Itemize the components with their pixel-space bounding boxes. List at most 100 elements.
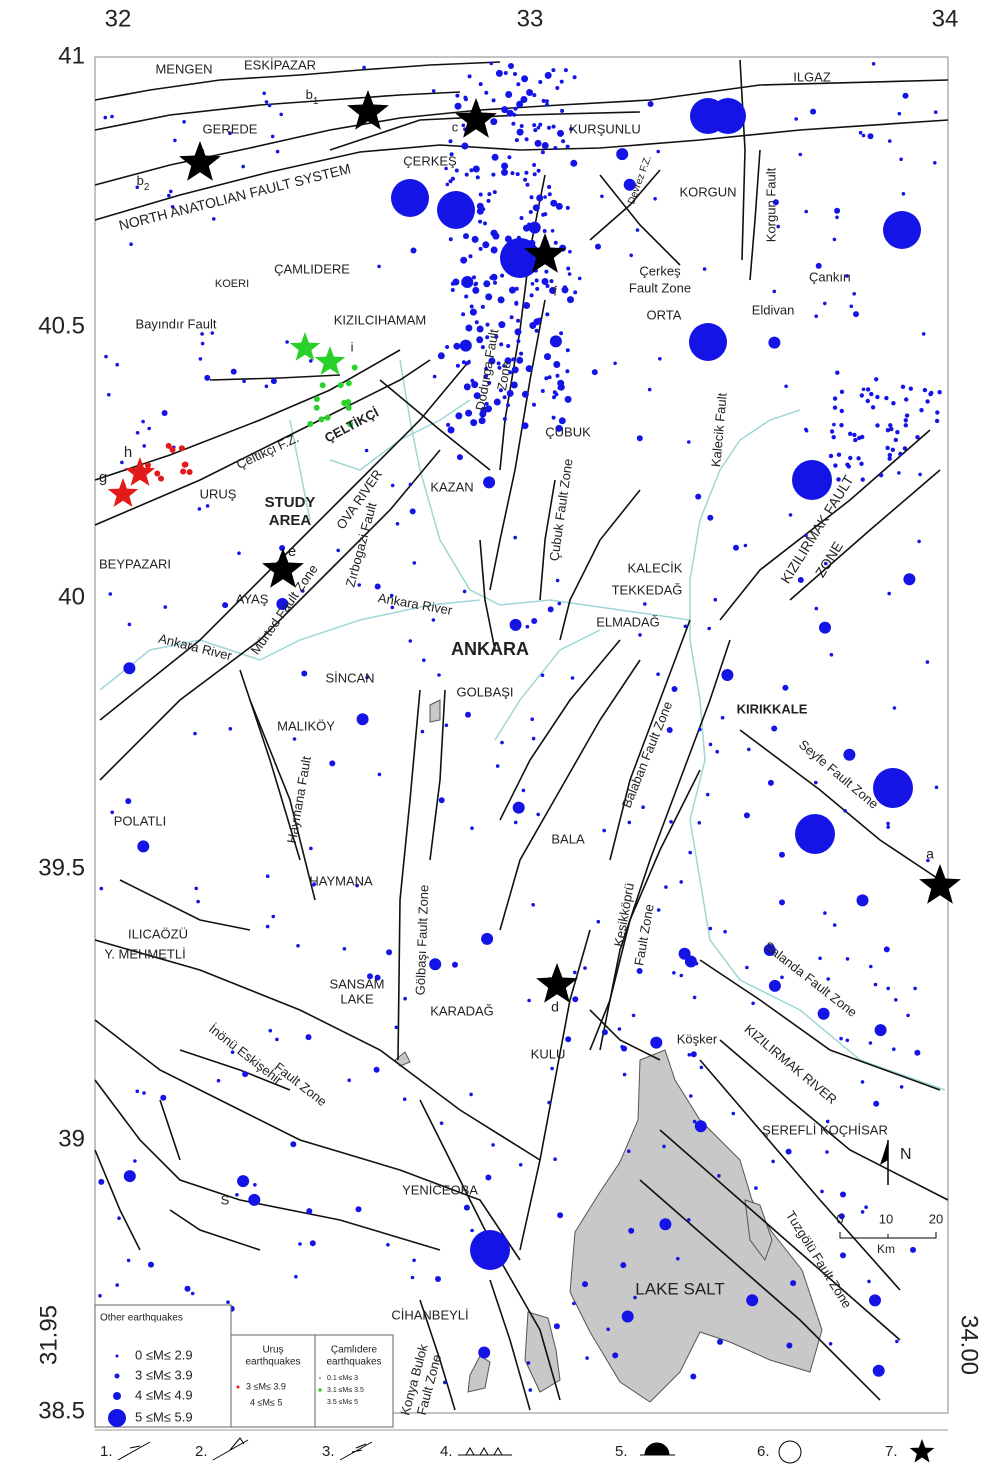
earthquake	[154, 471, 160, 477]
earthquake	[853, 438, 857, 442]
earthquake	[867, 1280, 871, 1284]
earthquake	[104, 116, 108, 120]
earthquake	[469, 168, 473, 172]
earthquake	[365, 449, 369, 453]
axis-label: 34.00	[956, 1315, 983, 1375]
earthquake	[816, 263, 822, 269]
legend-title: Çamlıdere	[331, 1345, 378, 1356]
earthquake	[554, 1323, 560, 1329]
earthquake	[485, 293, 492, 300]
earthquake	[917, 540, 921, 544]
earthquake	[691, 1051, 697, 1057]
place-label: b	[306, 87, 313, 102]
earthquake	[769, 980, 781, 992]
earthquake	[445, 345, 449, 349]
earthquake	[573, 75, 577, 79]
earthquake	[869, 392, 873, 396]
earthquake	[484, 91, 488, 95]
place-label: CİHANBEYLİ	[391, 1307, 468, 1322]
earthquake	[476, 175, 480, 179]
earthquake	[859, 462, 863, 466]
place-label: STUDY	[265, 494, 316, 511]
earthquake	[301, 671, 307, 677]
earthquake	[453, 343, 460, 350]
earthquake	[542, 278, 549, 285]
legend-symbol	[237, 1386, 240, 1389]
earthquake	[613, 362, 617, 366]
earthquake	[110, 115, 114, 119]
earthquake	[552, 416, 556, 420]
earthquake	[566, 267, 570, 271]
earthquake	[464, 1205, 470, 1211]
earthquake	[554, 241, 558, 245]
earthquake	[861, 1080, 865, 1084]
earthquake	[567, 296, 574, 303]
earthquake	[656, 672, 660, 676]
earthquake	[519, 1163, 523, 1167]
earthquake	[689, 323, 727, 361]
earthquake	[664, 885, 668, 889]
place-label: g	[99, 469, 107, 486]
earthquake	[449, 139, 453, 143]
earthquake	[515, 138, 519, 142]
earthquake	[672, 686, 678, 692]
earthquake	[513, 536, 517, 540]
earthquake	[543, 212, 547, 216]
earthquake	[167, 194, 171, 198]
earthquake	[513, 72, 517, 76]
earthquake	[472, 287, 479, 294]
key-symbol	[340, 1442, 372, 1460]
earthquake	[452, 279, 459, 286]
earthquake	[690, 1374, 696, 1380]
earthquake	[888, 139, 892, 143]
earthquake	[467, 360, 471, 364]
earthquake	[643, 602, 647, 606]
earthquake	[903, 573, 915, 585]
earthquake	[840, 409, 844, 413]
earthquake	[773, 290, 777, 294]
earthquake	[578, 277, 582, 281]
earthquake	[511, 122, 515, 126]
earthquake	[621, 1046, 627, 1052]
earthquake	[650, 1037, 662, 1049]
earthquake	[526, 183, 530, 187]
earthquake	[346, 405, 352, 411]
earthquake	[829, 1342, 833, 1346]
earthquake	[563, 285, 567, 289]
earthquake	[475, 320, 479, 324]
earthquake	[542, 142, 549, 149]
earthquake	[123, 662, 135, 674]
earthquake	[550, 335, 562, 347]
earthquake	[875, 423, 879, 427]
earthquake	[516, 319, 520, 323]
earthquake	[872, 62, 876, 66]
earthquake	[684, 625, 688, 629]
earthquake	[823, 911, 827, 915]
earthquake	[501, 163, 508, 170]
legend-label: 4 ≤M≤ 4.9	[135, 1387, 193, 1402]
place-label: KIRIKKALE	[737, 701, 808, 716]
earthquake	[222, 602, 228, 608]
earthquake	[242, 379, 246, 383]
place-label: GOLBAŞI	[456, 684, 513, 699]
earthquake	[875, 395, 879, 399]
earthquake	[212, 217, 216, 221]
earthquake	[269, 1029, 273, 1033]
earthquake	[550, 1067, 554, 1071]
earthquake	[487, 192, 491, 196]
earthquake	[933, 161, 937, 165]
earthquake	[510, 315, 514, 319]
axis-label: 33	[517, 5, 544, 32]
key-label: 3.	[322, 1443, 335, 1460]
earthquake	[517, 129, 524, 136]
key-symbol	[640, 1443, 675, 1455]
earthquake	[618, 1027, 622, 1031]
earthquake	[500, 741, 504, 745]
earthquake	[687, 440, 691, 444]
earthquake	[503, 395, 507, 399]
earthquake	[100, 887, 104, 891]
earthquake	[465, 410, 472, 417]
earthquake	[902, 192, 906, 196]
earthquake	[566, 206, 570, 210]
earthquake	[422, 658, 426, 662]
